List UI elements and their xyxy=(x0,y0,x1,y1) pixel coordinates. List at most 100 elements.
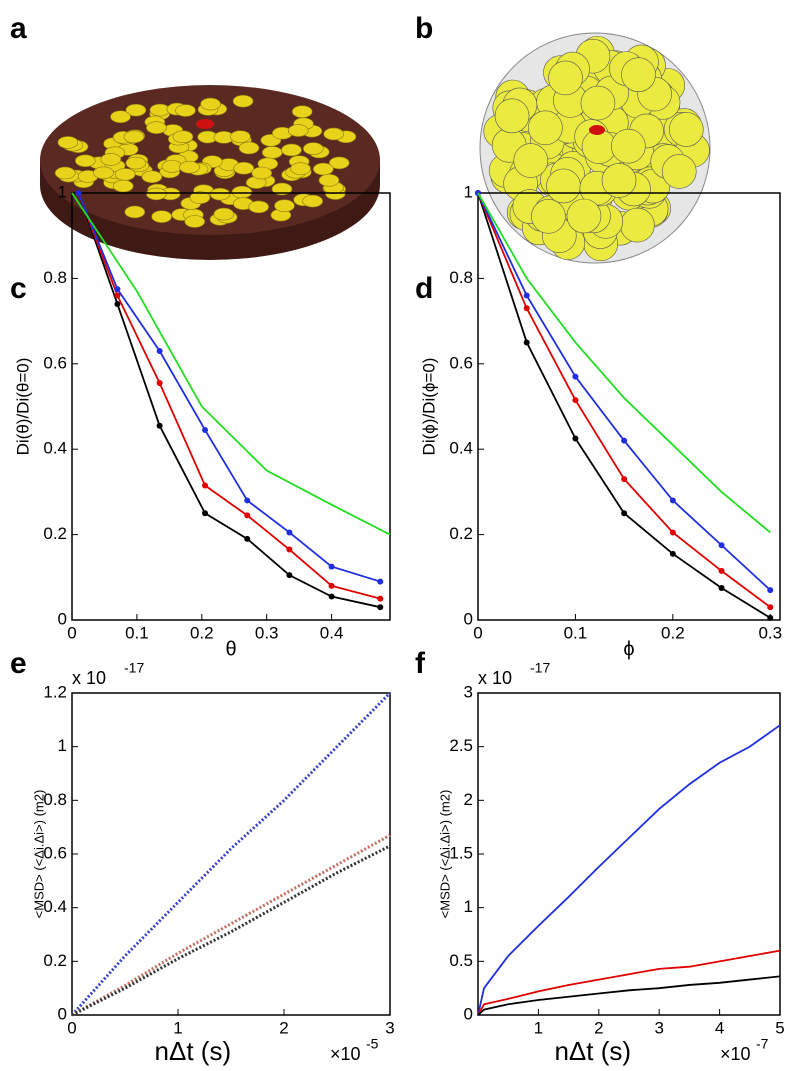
y-axis-label: <MSD> (<Δi.Δi>) (m2) xyxy=(31,790,46,919)
data-point xyxy=(202,426,209,433)
data-point xyxy=(767,587,774,594)
x-tick-label: 1 xyxy=(534,1018,543,1037)
data-point xyxy=(286,572,293,579)
particle xyxy=(161,160,183,173)
sphere xyxy=(548,60,583,96)
data-point xyxy=(377,578,384,585)
y-tick-label: 0.6 xyxy=(43,353,67,372)
particle xyxy=(238,141,260,155)
y-tick-label: 3 xyxy=(464,682,473,701)
sphere xyxy=(531,199,566,234)
particle xyxy=(151,210,172,223)
series-line xyxy=(71,844,391,1017)
particle xyxy=(100,153,122,166)
x-tick-label: 0.1 xyxy=(564,623,588,642)
x-tick-label: 0.3 xyxy=(255,623,279,642)
plot-frame xyxy=(71,192,391,621)
particle xyxy=(172,130,194,144)
y-tick-label: 1.5 xyxy=(449,843,473,862)
y-tick-label: 1 xyxy=(58,182,67,201)
data-point xyxy=(156,347,163,354)
y-tick-label: 0 xyxy=(58,609,67,628)
particle xyxy=(287,124,309,137)
data-point xyxy=(328,593,335,600)
panel-label: a xyxy=(10,12,27,45)
sphere xyxy=(621,57,656,93)
particle xyxy=(146,121,167,134)
particle xyxy=(213,207,235,221)
y-tick-label: 0.4 xyxy=(449,439,473,458)
particle xyxy=(291,105,313,118)
x-tick-label: 3 xyxy=(654,1018,663,1037)
y-tick-label: 1.2 xyxy=(43,682,67,701)
sphere xyxy=(611,128,646,164)
series-line xyxy=(71,192,391,536)
x-tick-label: 3 xyxy=(385,1018,394,1037)
data-point xyxy=(114,292,121,299)
y-multiplier: x 10 xyxy=(72,668,106,688)
x-tick-label: 1 xyxy=(173,1018,182,1037)
data-point xyxy=(669,497,676,504)
particle xyxy=(123,130,145,144)
series-line xyxy=(77,192,381,600)
data-point xyxy=(572,435,579,442)
x-tick-label: 0.3 xyxy=(758,623,782,642)
series-line xyxy=(477,192,771,534)
y-tick-label: 0.2 xyxy=(449,524,473,543)
x-multiplier: ×10 xyxy=(720,1044,751,1064)
particle xyxy=(125,156,147,170)
particle xyxy=(313,162,334,176)
x-tick-label: 2 xyxy=(279,1018,288,1037)
data-point xyxy=(767,604,774,611)
tracer xyxy=(196,119,214,129)
y-axis-label: Di(ϕ)/Di(ϕ=0) xyxy=(419,358,438,456)
panel-label: d xyxy=(415,272,433,305)
y-multiplier-exp: -17 xyxy=(530,660,550,676)
data-point xyxy=(75,190,82,196)
x-tick-label: 0 xyxy=(67,623,76,642)
y-tick-label: 0.8 xyxy=(43,268,67,287)
particle xyxy=(54,166,76,180)
y-axis-label: <MSD> (<Δi.Δi>) (m2) xyxy=(437,790,452,919)
particle xyxy=(318,173,340,187)
x-tick-label: 5 xyxy=(775,1018,784,1037)
y-tick-label: 1 xyxy=(464,897,473,916)
particle xyxy=(125,103,147,117)
y-multiplier-exp: -17 xyxy=(124,660,144,676)
data-point xyxy=(244,535,251,542)
data-point xyxy=(572,373,579,380)
x-multiplier: ×10 xyxy=(330,1044,361,1064)
particle xyxy=(248,200,269,214)
sphere xyxy=(669,112,704,147)
y-tick-label: 0.6 xyxy=(43,843,67,862)
particle xyxy=(141,170,163,184)
particle xyxy=(200,97,221,111)
data-point xyxy=(718,542,725,549)
panel-label: e xyxy=(10,647,27,680)
data-point xyxy=(621,510,628,517)
data-point xyxy=(523,339,530,346)
particle xyxy=(261,146,283,159)
y-tick-label: 1 xyxy=(464,182,473,201)
x-axis-label: nΔt (s) xyxy=(155,1036,232,1066)
particle xyxy=(232,94,254,108)
data-point xyxy=(621,476,628,483)
y-tick-label: 0.8 xyxy=(43,790,67,809)
y-tick-label: 0 xyxy=(58,1004,67,1023)
particle xyxy=(74,154,96,168)
data-point xyxy=(286,546,293,553)
data-point xyxy=(244,497,251,504)
data-point xyxy=(328,582,335,589)
particle xyxy=(110,110,131,124)
y-tick-label: 0.6 xyxy=(449,353,473,372)
particle xyxy=(271,182,293,196)
sphere xyxy=(580,85,616,121)
x-tick-label: 4 xyxy=(715,1018,724,1037)
x-tick-label: 0.4 xyxy=(320,623,344,642)
sphere xyxy=(513,143,549,178)
y-tick-label: 0.5 xyxy=(449,951,473,970)
data-point xyxy=(572,397,579,404)
data-point xyxy=(114,286,121,293)
data-point xyxy=(202,510,209,517)
data-point xyxy=(377,595,384,602)
